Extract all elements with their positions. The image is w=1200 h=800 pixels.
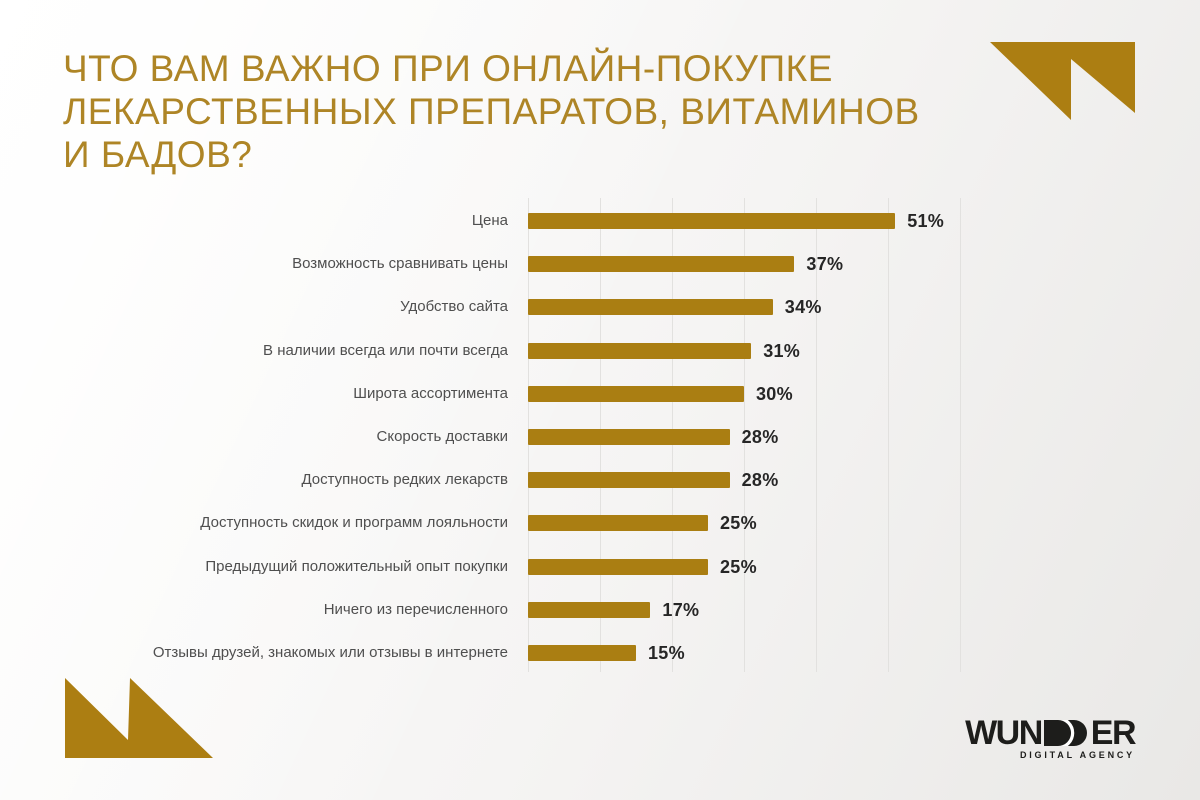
value-label: 15% — [648, 643, 685, 663]
bar — [528, 429, 730, 445]
value-label: 31% — [763, 340, 801, 361]
bar — [528, 385, 744, 402]
chart-title-line: ЧТО ВАМ ВАЖНО ПРИ ОНЛАЙН-ПОКУПКЕ — [63, 48, 833, 89]
category-label: Возможность сравнивать цены — [292, 255, 508, 273]
bar — [528, 601, 651, 618]
bar — [528, 342, 752, 359]
bar — [528, 213, 896, 229]
category-label: Доступность скидок и программ лояльности — [200, 514, 508, 532]
gridline — [960, 198, 961, 672]
logo-wordmark: WUN ER — [965, 714, 1137, 752]
category-label: Доступность редких лекарств — [301, 471, 508, 489]
category-label: Цена — [471, 212, 508, 229]
gridline — [888, 198, 889, 672]
bar — [528, 515, 708, 532]
category-label: Предыдущий положительный опыт покупки — [205, 557, 508, 575]
value-label: 25% — [720, 513, 757, 534]
bar — [528, 558, 708, 575]
chart-title: ЧТО ВАМ ВАЖНО ПРИ ОНЛАЙН-ПОКУПКЕ ЛЕКАРСТ… — [63, 47, 920, 176]
chart-title-line: И БАДОВ? — [63, 134, 253, 175]
value-label: 28% — [741, 470, 779, 491]
bar — [528, 256, 795, 273]
bar — [528, 299, 773, 316]
value-label: 51% — [907, 211, 945, 231]
chart-title-line: ЛЕКАРСТВЕННЫХ ПРЕПАРАТОВ, ВИТАМИНОВ — [63, 91, 920, 132]
value-label: 28% — [741, 427, 779, 447]
value-label: 17% — [662, 599, 700, 620]
logo-text-wun: WUN — [965, 714, 1043, 752]
wunder-logo: WUN ER DIGITAL AGENCY — [965, 714, 1137, 760]
logo-tagline: DIGITAL AGENCY — [1019, 750, 1135, 760]
gridline — [816, 198, 817, 672]
logo-double-d-icon — [1043, 720, 1087, 746]
value-label: 34% — [784, 297, 822, 318]
value-label: 37% — [806, 254, 844, 275]
category-label: Широта ассортимента — [353, 384, 508, 402]
corner-shape-icon — [990, 42, 1135, 120]
category-label: Ничего из перечисленного — [323, 600, 508, 618]
bar — [528, 472, 730, 489]
category-label: Отзывы друзей, знакомых или отзывы в инт… — [152, 644, 508, 661]
category-label: Удобство сайта — [400, 298, 508, 316]
corner-decoration-top-right — [990, 42, 1135, 120]
corner-decoration-bottom-left — [65, 678, 213, 758]
value-label: 30% — [756, 383, 793, 404]
category-label: В наличии всегда или почти всегда — [263, 341, 508, 359]
value-label: 25% — [720, 556, 757, 577]
gridline — [744, 198, 745, 672]
logo-text-er: ER — [1090, 714, 1137, 752]
bar-chart: Цена 51% Возможность сравнивать цены 37% Удо… — [0, 198, 1200, 672]
category-label: Скорость доставки — [376, 428, 509, 445]
corner-shape-icon — [65, 678, 213, 758]
bar — [528, 645, 636, 661]
